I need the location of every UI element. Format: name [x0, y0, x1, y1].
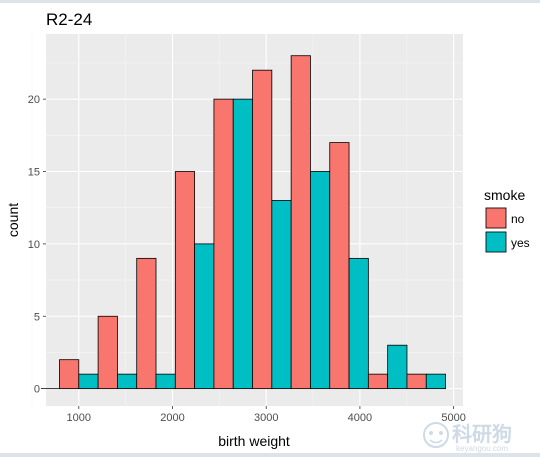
bar-yes-2 — [155, 373, 176, 390]
x-tick-label: 2000 — [160, 412, 184, 424]
x-axis-ticks: 1000 2000 3000 4000 5000 — [67, 406, 466, 424]
y-tick-label: 20 — [28, 94, 40, 106]
bar-yes-1 — [117, 373, 138, 390]
bar-yes-7 — [348, 257, 369, 390]
bar-no-9 — [406, 373, 427, 390]
bar-no-0 — [59, 359, 80, 390]
watermark-text: 科研狗 — [452, 422, 512, 446]
y-tick-label: 5 — [34, 311, 40, 323]
x-tick-label: 4000 — [348, 412, 372, 424]
bar-yes-0 — [78, 373, 99, 390]
bar-yes-9 — [425, 373, 446, 390]
x-tick-label: 5000 — [441, 412, 465, 424]
dog-logo-icon — [423, 422, 449, 448]
x-tick-label: 3000 — [254, 412, 278, 424]
histogram-chart: R2-24 0 5 10 15 20 1000 2000 3000 4000 5000 birt… — [5, 10, 530, 453]
y-tick-label: 15 — [28, 167, 40, 179]
bar-no-5 — [252, 69, 273, 390]
y-tick-label: 10 — [28, 239, 40, 251]
x-tick-label: 1000 — [67, 412, 91, 424]
bar-no-6 — [290, 55, 311, 390]
bar-yes-4 — [232, 98, 253, 390]
legend-label-no: no — [511, 212, 525, 226]
bar-no-7 — [329, 142, 350, 390]
watermark-subtext: keyangou.com — [456, 444, 508, 453]
bar-yes-5 — [271, 200, 292, 390]
legend-label-yes: yes — [511, 236, 530, 250]
site-watermark: 科研狗 keyangou.com — [423, 422, 512, 453]
y-tick-label: 0 — [34, 384, 40, 396]
bar-no-2 — [136, 257, 157, 390]
x-axis-label: birth weight — [218, 433, 290, 449]
bar-yes-6 — [310, 171, 331, 390]
chart-title: R2-24 — [46, 10, 92, 29]
bar-no-8 — [367, 373, 389, 390]
bar-no-4 — [213, 98, 234, 390]
legend-swatch-no — [485, 207, 507, 229]
y-axis-ticks: 0 5 10 15 20 — [28, 94, 46, 396]
legend: smoke no yes — [484, 187, 530, 253]
y-axis-label: count — [5, 203, 21, 237]
legend-swatch-yes — [485, 231, 507, 253]
bars — [40, 55, 446, 390]
bar-yes-8 — [387, 344, 408, 390]
bar-no-3 — [174, 171, 196, 390]
bar-no-1 — [97, 315, 118, 390]
legend-title: smoke — [484, 187, 525, 203]
bar-yes-3 — [194, 243, 215, 390]
